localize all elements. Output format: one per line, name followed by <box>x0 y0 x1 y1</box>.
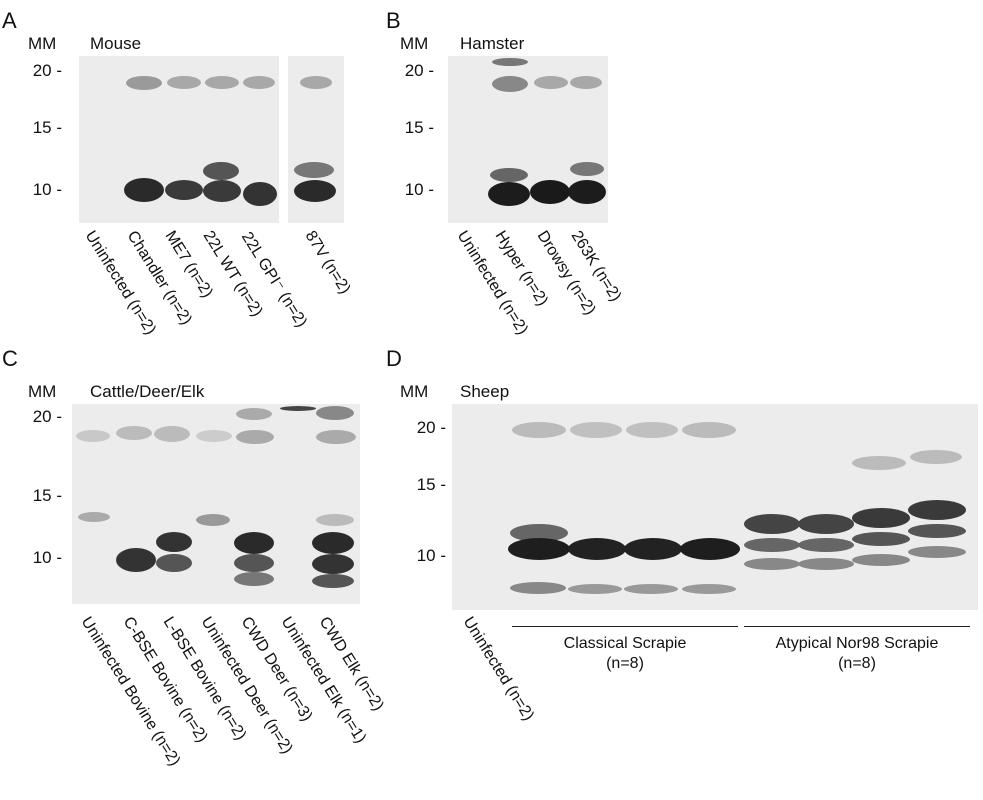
mw-tick-15: 15 - <box>32 118 62 137</box>
group-name: Classical Scrapie <box>563 635 687 652</box>
blot-image <box>72 404 360 604</box>
species-label: Sheep <box>460 382 510 401</box>
blot-image <box>288 56 344 223</box>
species-label: Mouse <box>90 34 142 53</box>
panel-letter: A <box>2 8 17 33</box>
mw-tick-15: 15 - <box>32 486 62 505</box>
mm-label: MM <box>400 34 429 53</box>
lane-label: CWD Deer (n=3) <box>237 614 316 725</box>
mm-label: MM <box>28 382 57 401</box>
blot-image <box>448 56 608 223</box>
mw-tick-20: 20 - <box>32 407 62 426</box>
group-n: (n=8) <box>838 655 876 672</box>
mw-tick-10: 10 - <box>32 180 62 199</box>
group-bracket <box>744 626 970 627</box>
lane-label: 87V (n=2) <box>301 228 354 297</box>
mm-label: MM <box>400 382 429 401</box>
species-label: Hamster <box>460 34 525 53</box>
group-bracket <box>512 626 738 627</box>
group-n: (n=8) <box>606 655 644 672</box>
mw-tick-20: 20 - <box>404 61 434 80</box>
mw-tick-15: 15 - <box>404 118 434 137</box>
group-label: Classical Scrapie (n=8) <box>512 634 738 674</box>
mw-tick-20: 20 - <box>32 61 62 80</box>
mw-tick-20: 20 - <box>416 418 446 437</box>
mm-label: MM <box>28 34 57 53</box>
blot-image <box>452 404 978 610</box>
blot-image <box>79 56 279 223</box>
mw-tick-10: 10 - <box>416 546 446 565</box>
panel-letter: C <box>2 346 18 371</box>
mw-tick-10: 10 - <box>404 180 434 199</box>
mw-tick-15: 15 - <box>416 475 446 494</box>
species-label: Cattle/Deer/Elk <box>90 382 205 401</box>
panel-letter: D <box>386 346 402 371</box>
mw-tick-10: 10 - <box>32 548 62 567</box>
panel-letter: B <box>386 8 401 33</box>
group-name: Atypical Nor98 Scrapie <box>775 635 939 652</box>
group-label: Atypical Nor98 Scrapie (n=8) <box>744 634 970 674</box>
